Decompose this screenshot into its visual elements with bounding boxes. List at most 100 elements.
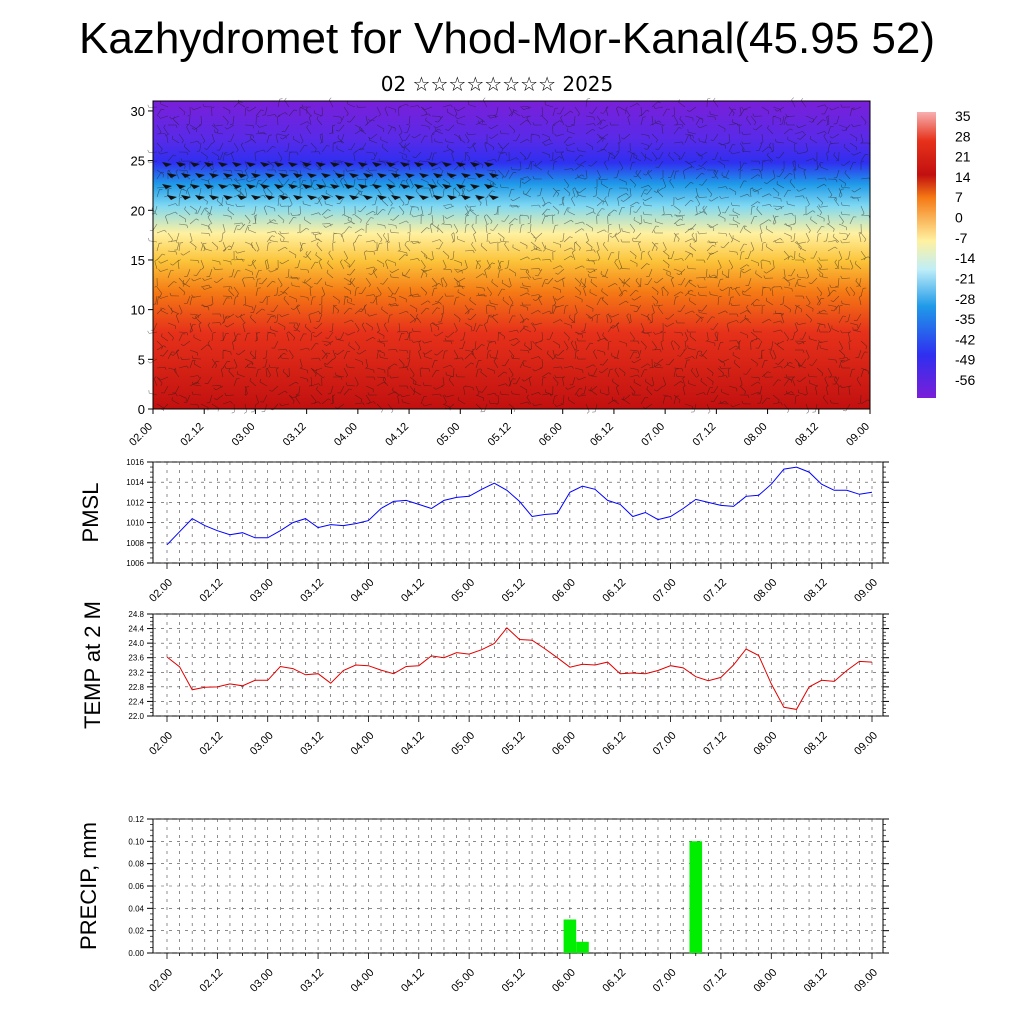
x-tick-label: 05.00	[449, 967, 477, 995]
x-tick-label: 05.00	[449, 577, 477, 605]
x-tick-label: 03.00	[230, 421, 258, 449]
colorbar-label: 35	[955, 108, 971, 124]
y-tick-label: 24.4	[128, 625, 144, 634]
y-tick-label: 24.0	[128, 639, 144, 648]
x-tick-label: 02.00	[127, 421, 155, 449]
x-tick-label: 02.00	[147, 967, 175, 995]
x-tick-label: 07.12	[701, 967, 729, 995]
x-tick-label: 06.12	[600, 730, 628, 758]
x-tick-label: 09.00	[852, 730, 880, 758]
x-tick-label: 03.12	[298, 730, 326, 758]
y-tick-label: 23.6	[128, 654, 144, 663]
y-tick-label: 0.06	[128, 882, 144, 891]
x-tick-label: 02.00	[147, 577, 175, 605]
colorbar-label: 21	[955, 149, 971, 165]
y-tick-label: 0.00	[128, 949, 144, 958]
x-tick-label: 06.00	[537, 421, 565, 449]
y-tick-label: 5	[138, 352, 145, 367]
x-tick-label: 03.00	[248, 967, 276, 995]
x-tick-label: 07.12	[701, 730, 729, 758]
y-tick-label: 20	[131, 203, 145, 218]
x-tick-label: 06.00	[550, 730, 578, 758]
panel-frame	[152, 818, 884, 954]
precip-bar	[689, 841, 703, 953]
cross-section-panel: 0 5 10 15 20 25 30 02.00 02.12 03.00 03.12 04.00 04.…	[127, 97, 872, 449]
x-tick-label: 05.12	[500, 730, 528, 758]
x-tick-label: 06.12	[600, 577, 628, 605]
x-tick-label: 04.00	[332, 421, 360, 449]
y-tick-label: 23.2	[128, 668, 144, 677]
colorbar-label: -42	[955, 331, 975, 347]
x-tick-label: 05.12	[500, 577, 528, 605]
x-tick-label: 03.12	[298, 967, 326, 995]
colorbar-scale	[917, 112, 936, 398]
colorbar-label: -7	[955, 230, 968, 246]
y-tick-label: 22.8	[128, 683, 144, 692]
colorbar-label: -21	[955, 270, 975, 286]
precipitation-panel: 0.00 0.02 0.04 0.06 0.08 0.10 0.12 02.00 02.12 03…	[76, 815, 889, 995]
x-tick-label: 04.00	[349, 730, 377, 758]
colorbar-label: 7	[955, 189, 963, 205]
wind-flags	[162, 162, 499, 200]
y-tick-label: 0.04	[128, 904, 144, 913]
x-tick-label: 06.00	[550, 967, 578, 995]
y-tick-label: 24.8	[128, 610, 144, 619]
x-tick-label: 09.00	[844, 421, 872, 449]
x-tick-label: 09.00	[852, 577, 880, 605]
y-tick-label: 1008	[126, 539, 144, 548]
pmsl-series-line	[166, 466, 873, 546]
x-tick-label: 05.12	[500, 967, 528, 995]
x-tick-label: 07.12	[701, 577, 729, 605]
y-tick-label: 1010	[126, 519, 144, 528]
panel-frame	[152, 613, 884, 717]
x-tick-label: 06.12	[600, 967, 628, 995]
x-tick-label: 05.12	[486, 421, 514, 449]
x-tick-label: 03.12	[281, 421, 309, 449]
x-tick-label: 02.12	[198, 577, 226, 605]
x-tick-label: 03.00	[248, 577, 276, 605]
colorbar-label: -56	[955, 372, 975, 388]
x-tick-label: 05.00	[434, 421, 462, 449]
colorbar-label: -28	[955, 291, 975, 307]
x-tick-label: 08.00	[751, 730, 779, 758]
x-tick-label: 02.12	[198, 967, 226, 995]
x-tick-label: 04.12	[399, 967, 427, 995]
x-tick-label: 08.12	[802, 577, 830, 605]
x-tick-label: 02.12	[198, 730, 226, 758]
colorbar-label: -14	[955, 250, 975, 266]
y-tick-label: 1014	[126, 478, 144, 487]
wind-barbs	[147, 97, 871, 414]
chart-subtitle: 02 ☆☆☆☆☆☆☆☆ 2025	[380, 72, 614, 96]
x-tick-label: 07.12	[691, 421, 719, 449]
y-tick-label: 1012	[126, 498, 144, 507]
temperature-series-line	[166, 627, 873, 710]
x-tick-label: 04.12	[383, 421, 411, 449]
x-tick-label: 04.12	[399, 730, 427, 758]
x-tick-label: 07.00	[651, 967, 679, 995]
colorbar-label: 0	[955, 210, 963, 226]
x-tick-label: 08.12	[793, 421, 821, 449]
x-tick-label: 04.12	[399, 577, 427, 605]
x-tick-label: 06.12	[588, 421, 616, 449]
colorbar-label: 14	[955, 169, 971, 185]
grid	[153, 613, 883, 717]
chart-title: Kazhydromet for Vhod-Mor-Kanal(45.95 52)	[79, 14, 935, 63]
y-tick-label: 10	[131, 303, 145, 318]
x-tick-label: 07.00	[639, 421, 667, 449]
panel-frame	[152, 461, 884, 564]
x-tick-label: 08.00	[742, 421, 770, 449]
heatmap-field	[153, 101, 870, 409]
colorbar-label: 28	[955, 128, 971, 144]
x-tick-label: 07.00	[651, 730, 679, 758]
y-tick-label: 22.0	[128, 712, 144, 721]
y-tick-label: 1006	[126, 559, 144, 568]
y-tick-label: 0.10	[128, 837, 144, 846]
y-tick-label: 0	[138, 402, 145, 417]
y-axis-title: PRECIP, mm	[76, 822, 101, 950]
x-tick-label: 04.00	[349, 577, 377, 605]
x-tick-label: 04.00	[349, 967, 377, 995]
grid	[153, 461, 883, 564]
y-tick-label: 0.12	[128, 815, 144, 824]
x-tick-label: 03.00	[248, 730, 276, 758]
